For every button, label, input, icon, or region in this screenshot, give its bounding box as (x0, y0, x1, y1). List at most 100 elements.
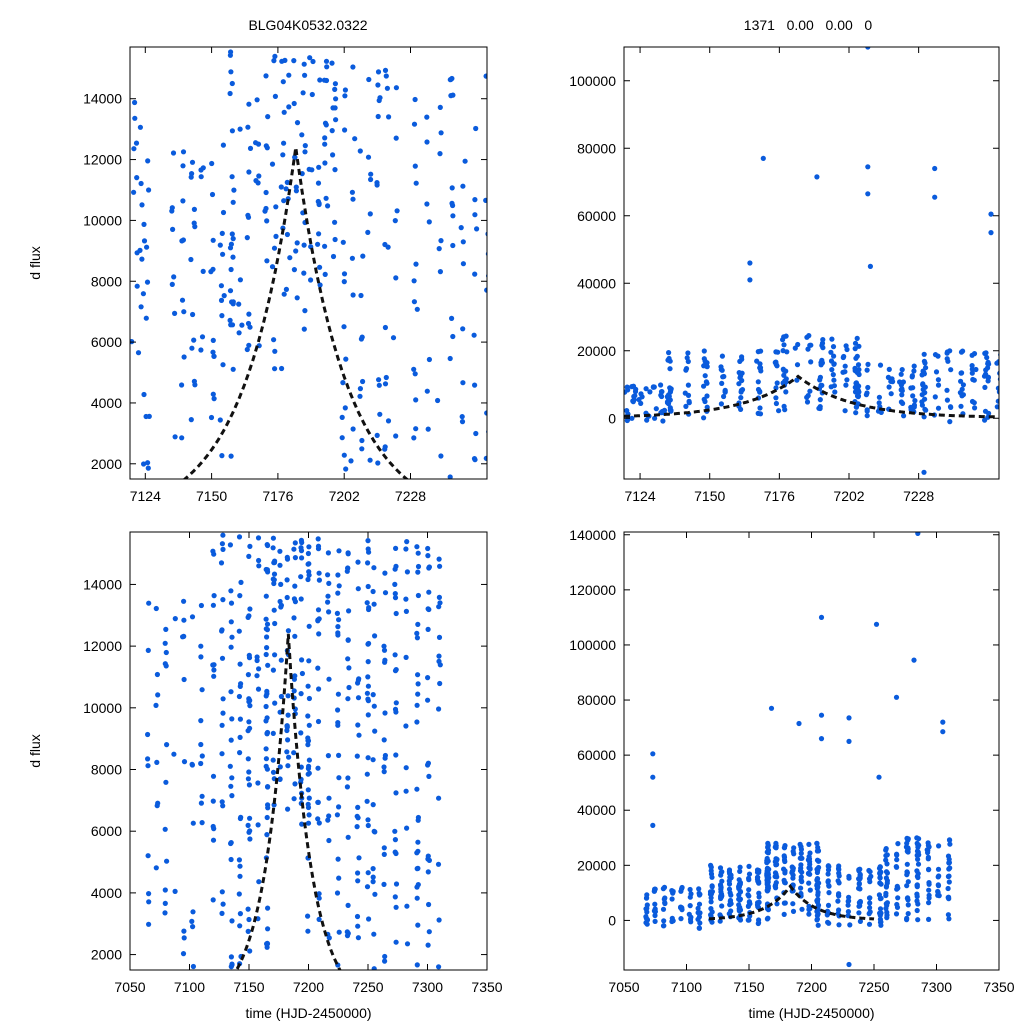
data-point (426, 219, 432, 225)
data-point (737, 896, 744, 902)
data-point (425, 869, 431, 875)
data-point (305, 820, 312, 826)
data-point (816, 880, 822, 886)
data-point (425, 697, 431, 703)
data-point (985, 359, 991, 365)
data-point (425, 675, 431, 681)
data-point (278, 602, 284, 609)
data-point (236, 628, 242, 634)
data-point (854, 335, 860, 341)
data-point (370, 757, 376, 763)
data-point (686, 398, 692, 404)
x-tick-label: 7150 (196, 488, 227, 504)
data-point (915, 842, 921, 848)
data-point (901, 413, 907, 419)
data-point (415, 672, 421, 678)
y-tick-label: 100000 (569, 637, 616, 653)
data-point (835, 878, 841, 884)
data-point (696, 925, 702, 931)
data-point (910, 393, 916, 399)
data-point (336, 617, 342, 623)
data-point (781, 342, 787, 348)
data-point (842, 369, 848, 375)
data-point (181, 617, 187, 623)
data-point (264, 814, 270, 821)
data-point (814, 840, 820, 846)
data-point (807, 866, 813, 872)
data-point (191, 220, 197, 226)
data-point (866, 911, 872, 917)
data-point (256, 557, 262, 564)
data-point (437, 269, 443, 275)
data-point (364, 690, 370, 696)
data-point (708, 899, 714, 905)
data-point (329, 60, 335, 66)
data-point (392, 849, 398, 855)
data-point (336, 804, 342, 810)
data-point (695, 905, 701, 912)
data-point (145, 763, 151, 769)
data-point (317, 282, 323, 288)
data-point (322, 243, 328, 249)
data-point (302, 72, 308, 78)
data-point (756, 890, 762, 896)
data-point (246, 342, 252, 348)
data-point (414, 866, 420, 872)
data-point (764, 860, 770, 866)
data-point (678, 916, 684, 922)
data-point (845, 898, 851, 905)
data-point (393, 709, 399, 715)
data-point (797, 855, 803, 861)
data-point (179, 238, 185, 244)
data-point (316, 200, 322, 206)
data-point (326, 795, 332, 801)
data-point (684, 355, 690, 361)
data-point (345, 696, 351, 702)
data-point (905, 902, 911, 908)
data-point (383, 374, 389, 381)
data-point (853, 355, 859, 361)
data-point (316, 231, 322, 237)
data-point (284, 727, 290, 734)
data-point (702, 358, 708, 364)
data-point (831, 353, 837, 359)
data-point (411, 121, 418, 127)
data-point (299, 171, 305, 177)
y-tick-label: 140000 (569, 527, 616, 543)
data-point (350, 64, 356, 70)
data-point (220, 597, 226, 603)
data-point (141, 391, 147, 398)
outlier-point (865, 191, 871, 197)
data-point (817, 397, 823, 403)
data-point (381, 647, 388, 653)
data-point (746, 875, 752, 881)
data-point (219, 313, 225, 319)
data-point (188, 256, 194, 263)
data-point (198, 347, 204, 353)
data-point (326, 837, 332, 844)
data-point (856, 900, 863, 906)
data-point (820, 337, 826, 343)
data-point (855, 393, 862, 399)
data-point (246, 169, 252, 175)
data-point (245, 776, 251, 782)
data-point (325, 593, 331, 599)
panel-top-left: 7124 7150 7176 7202 7228 2000 4000 6000 8000 1000… (27, 46, 488, 504)
data-point (227, 288, 234, 294)
data-point (137, 247, 143, 253)
data-point (745, 903, 752, 910)
outlier-point (768, 705, 775, 711)
data-point (210, 602, 216, 608)
data-point (894, 901, 900, 908)
data-point (483, 73, 487, 79)
data-point (944, 387, 950, 393)
y-tick-label: 10000 (83, 212, 122, 228)
data-point (145, 460, 151, 466)
data-point (969, 352, 975, 358)
data-point (633, 386, 639, 392)
data-point (293, 188, 299, 194)
data-point (393, 610, 399, 617)
data-point (341, 324, 347, 330)
data-point (667, 366, 673, 372)
data-point (291, 100, 297, 107)
